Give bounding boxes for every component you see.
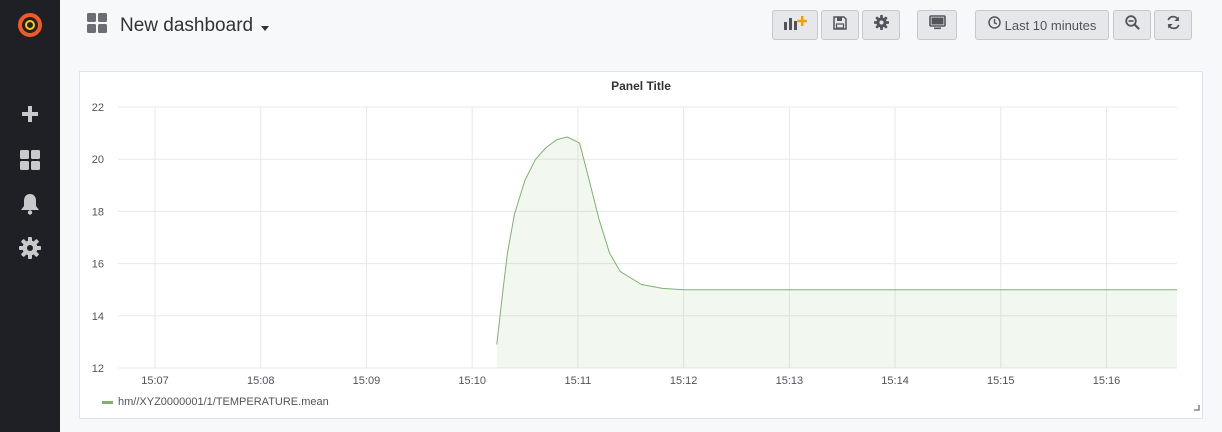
settings-gear-icon: [873, 15, 889, 35]
grafana-logo-icon[interactable]: [0, 5, 60, 45]
side-menu: [0, 0, 60, 432]
alerting-bell-icon[interactable]: [0, 184, 60, 224]
clock-icon: [987, 16, 1001, 34]
chart-legend[interactable]: hm//XYZ0000001/1/TEMPERATURE.mean: [102, 396, 329, 408]
dashboard-grid-icon: [86, 12, 108, 39]
zoom-out-magnifier-icon: [1124, 15, 1140, 35]
y-tick-label: 20: [92, 154, 104, 166]
x-tick-label: 15:10: [458, 375, 486, 387]
add-panel-button[interactable]: [772, 10, 818, 40]
dashboards-icon[interactable]: [0, 140, 60, 180]
add-panel-icon: [783, 15, 808, 36]
view-mode-button[interactable]: [917, 10, 957, 40]
chart-area-layer: [496, 136, 1178, 368]
save-dashboard-button[interactable]: [821, 10, 859, 40]
chart-grid: [118, 106, 1177, 369]
x-axis-labels: 15:07 15:08 15:09 15:10 15:11 15:12 15:13 15:14…: [141, 375, 1120, 387]
x-tick-label: 15:12: [670, 375, 698, 387]
legend-series-label[interactable]: hm//XYZ0000001/1/TEMPERATURE.mean: [118, 396, 329, 408]
time-range-label: Last 10 minutes: [1004, 17, 1097, 33]
time-range-picker-button[interactable]: Last 10 minutes: [975, 10, 1109, 40]
x-tick-label: 15:07: [141, 375, 169, 387]
x-tick-label: 15:11: [565, 375, 592, 387]
y-tick-label: 14: [92, 311, 104, 323]
refresh-icon: [1166, 15, 1181, 35]
y-tick-label: 16: [92, 259, 104, 271]
save-floppy-icon: [833, 15, 847, 35]
dashboard-title[interactable]: New dashboard: [120, 14, 254, 36]
y-tick-label: 12: [92, 363, 104, 375]
dashboard-navbar: New dashboard: [60, 0, 1222, 52]
panel-title[interactable]: Panel Title: [611, 79, 671, 93]
create-plus-icon[interactable]: [0, 94, 60, 134]
x-tick-label: 15:08: [247, 375, 275, 387]
x-tick-label: 15:09: [353, 375, 381, 387]
series-area-fill: [496, 137, 1177, 368]
series-line: [496, 136, 1177, 345]
panel-resize-handle-icon[interactable]: [1193, 398, 1200, 416]
dashboard-title-picker[interactable]: New dashboard: [86, 12, 270, 39]
zoom-out-button[interactable]: [1113, 10, 1151, 40]
y-tick-label: 18: [92, 206, 104, 218]
x-tick-label: 15:15: [987, 375, 1015, 387]
legend-series-swatch: [102, 400, 113, 404]
y-axis-labels: 12 14 16 18 20 22: [92, 102, 104, 375]
graph-panel[interactable]: Panel Title 12 14 16 18 20 22 15:07 15:08 15:09…: [79, 71, 1203, 419]
x-tick-label: 15:13: [776, 375, 804, 387]
configuration-gear-icon[interactable]: [0, 228, 60, 268]
monitor-icon: [928, 15, 946, 35]
x-tick-label: 15:14: [881, 375, 909, 387]
y-tick-label: 22: [92, 102, 104, 114]
dashboard-settings-button[interactable]: [862, 10, 900, 40]
x-tick-label: 15:16: [1093, 375, 1121, 387]
refresh-button[interactable]: [1154, 10, 1192, 40]
caret-down-icon: [261, 18, 270, 36]
